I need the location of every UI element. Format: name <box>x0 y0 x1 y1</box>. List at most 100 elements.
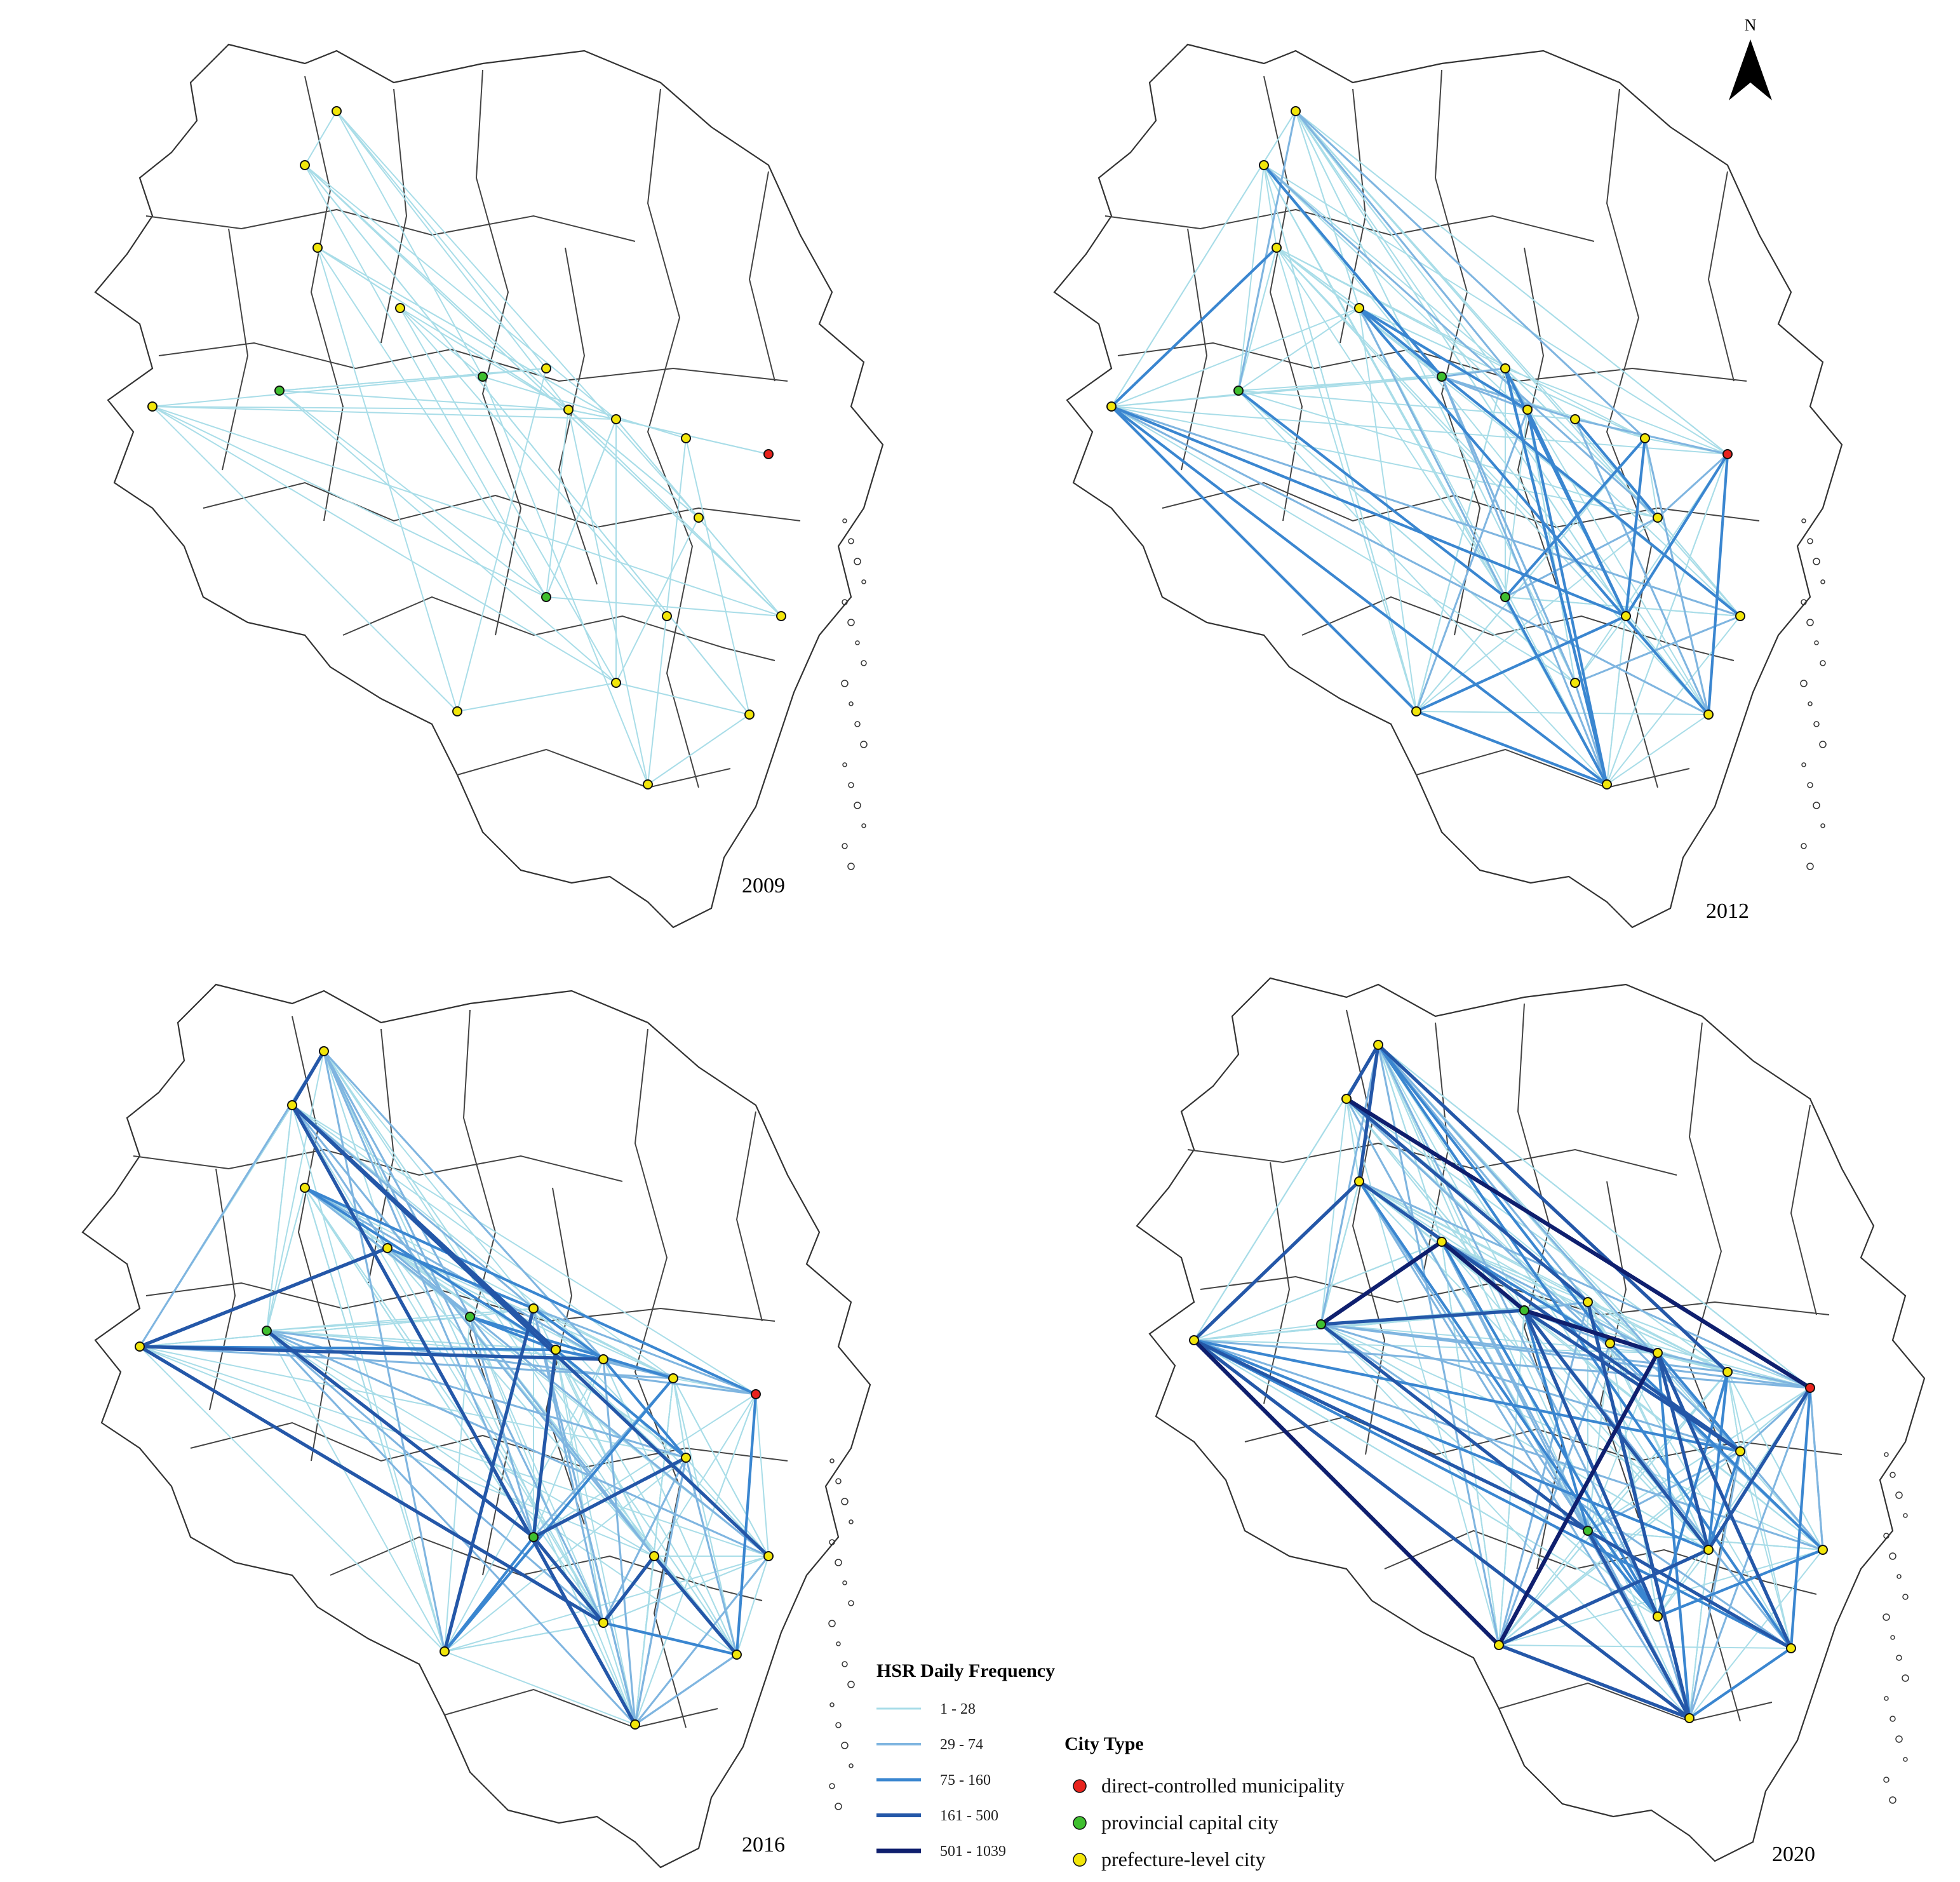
hsr-link <box>1193 1339 1709 1551</box>
coastal-island <box>1902 1594 1909 1600</box>
prefecture-node <box>649 1551 659 1561</box>
hsr-link <box>387 1247 674 1379</box>
hsr-link <box>615 517 699 683</box>
hsr-link <box>1345 1098 1824 1551</box>
hsr-link <box>1358 1181 1691 1719</box>
hsr-link <box>634 1394 756 1725</box>
prefecture-node <box>1291 106 1301 116</box>
coastal-island <box>1807 782 1813 788</box>
capital-node <box>465 1312 475 1322</box>
hsr-link <box>1193 1338 1589 1533</box>
hsr-link <box>304 165 782 617</box>
hsr-link <box>615 682 750 715</box>
year-label-2012: 2012 <box>1706 899 1749 923</box>
hsr-link <box>291 1105 389 1249</box>
hsr-link <box>444 1651 636 1725</box>
hsr-link <box>1377 1044 1500 1646</box>
hsr-link <box>685 1457 738 1655</box>
hsr-link <box>1111 406 1728 455</box>
prefecture-node <box>630 1719 640 1730</box>
hsr-link <box>1358 307 1507 598</box>
prefecture-node <box>1437 1237 1447 1247</box>
hsr-link <box>1727 1371 1741 1452</box>
hsr-link <box>1238 376 1442 391</box>
hsr-link <box>555 1349 636 1725</box>
coastal-island <box>1895 1491 1903 1499</box>
city-type-legend: City Type direct-controlled municipality… <box>1064 1733 1345 1871</box>
hsr-link <box>1504 596 1608 786</box>
capital-node <box>1500 592 1510 602</box>
hsr-link <box>1441 1241 1728 1373</box>
hsr-link <box>1320 1324 1658 1617</box>
hsr-link <box>1378 1044 1588 1531</box>
capital-node <box>1519 1305 1529 1315</box>
prefecture-node <box>681 433 691 443</box>
hsr-link <box>1377 1044 1742 1453</box>
prefecture-node <box>440 1646 450 1657</box>
hsr-link <box>1193 1339 1792 1650</box>
coastal-island <box>1883 1777 1890 1783</box>
hsr-link <box>533 1308 674 1379</box>
hsr-link <box>1739 1387 1811 1453</box>
hsr-link <box>266 1308 534 1331</box>
frequency-legend: HSR Daily Frequency 1 - 28 29 - 74 75 - 16… <box>876 1660 1055 1860</box>
hsr-link <box>336 111 483 377</box>
coastal-island <box>1801 518 1806 523</box>
hsr-link <box>304 165 617 420</box>
hsr-link <box>532 1536 605 1624</box>
coastal-island <box>848 782 854 788</box>
hsr-link <box>1416 615 1627 713</box>
prefecture-node <box>1494 1640 1504 1650</box>
hsr-link <box>673 1378 687 1458</box>
hsr-link <box>554 1348 687 1459</box>
hsr-link <box>1624 438 1647 617</box>
hsr-link <box>1441 367 1506 378</box>
hsr-link <box>1526 409 1627 617</box>
hsr-link <box>443 1377 675 1653</box>
hsr-link <box>1111 405 1627 617</box>
hsr-link <box>323 1051 534 1309</box>
hsr-link <box>138 1345 605 1625</box>
hsr-link <box>1193 1339 1811 1389</box>
coastal-island <box>836 1641 841 1646</box>
prefecture-node <box>1411 706 1421 716</box>
coastal-island <box>1896 1574 1902 1579</box>
hsr-link <box>1359 307 1608 785</box>
prefecture-node <box>452 706 462 716</box>
year-label-2009: 2009 <box>742 874 785 897</box>
coastal-island <box>860 741 868 748</box>
hsr-link <box>555 1349 604 1623</box>
hsr-link <box>1657 1549 1709 1617</box>
hsr-link <box>336 111 699 518</box>
coastal-island <box>829 1539 835 1545</box>
hsr-link <box>1295 111 1360 309</box>
hsr-link <box>292 1105 674 1379</box>
hsr-link <box>279 390 569 410</box>
hsr-link <box>1657 1352 1811 1389</box>
coastal-island <box>835 1478 842 1484</box>
hsr-link <box>152 406 617 420</box>
hsr-link <box>279 390 617 683</box>
coastal-island <box>1801 843 1807 849</box>
hsr-link <box>265 1329 605 1624</box>
hsr-link <box>1416 438 1646 712</box>
hsr-link <box>1498 1343 1611 1646</box>
hsr-link <box>139 1316 471 1347</box>
hsr-link <box>1524 1308 1658 1355</box>
prefecture-node <box>1735 611 1745 621</box>
coastal-island <box>1819 741 1827 748</box>
hsr-link <box>1689 1549 1823 1719</box>
coastal-island <box>1814 640 1819 645</box>
hsr-link <box>1294 111 1507 369</box>
hsr-link <box>482 376 687 439</box>
hsr-link <box>266 1329 756 1395</box>
hsr-link <box>1320 1324 1823 1550</box>
coastal-island <box>1890 1472 1896 1478</box>
map-panel-2016 <box>81 983 871 1869</box>
hsr-link <box>1505 516 1658 598</box>
hsr-link <box>1294 110 1646 440</box>
hsr-link <box>1656 1352 1793 1650</box>
coastal-island <box>1883 1613 1890 1621</box>
coastal-island <box>855 640 860 645</box>
hsr-link <box>317 247 547 598</box>
